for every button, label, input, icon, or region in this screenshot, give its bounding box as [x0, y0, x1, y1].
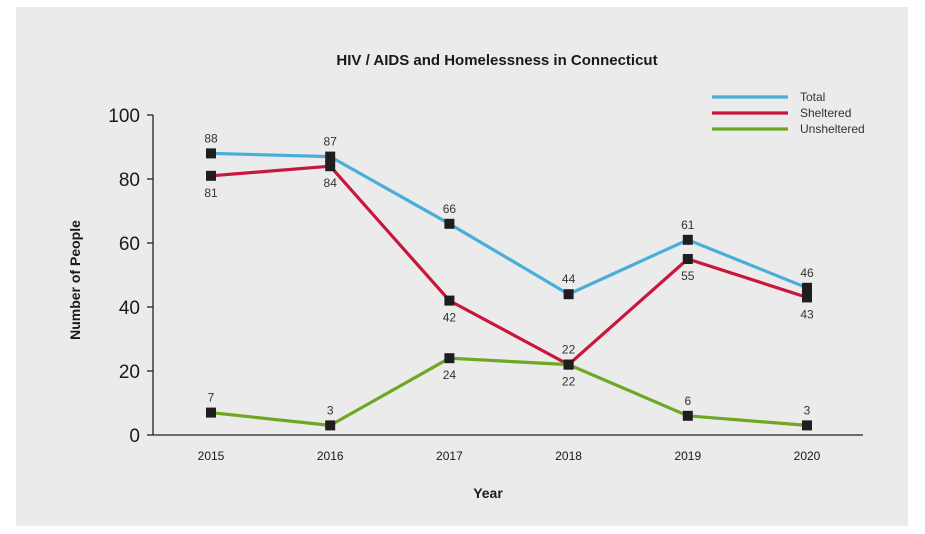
data-label-total: 88 [204, 131, 218, 145]
marker-sheltered [206, 170, 216, 181]
marker-unsheltered [802, 420, 812, 431]
x-tick-label: 2020 [794, 449, 821, 463]
data-markers [206, 148, 812, 431]
chart-title: HIV / AIDS and Homelessness in Connectic… [336, 52, 657, 69]
x-axis-title: Year [473, 485, 503, 501]
marker-total [682, 234, 693, 245]
x-tick-label: 2018 [555, 449, 582, 463]
data-label-total: 87 [324, 135, 338, 149]
data-label-total: 66 [443, 202, 457, 216]
data-label-unsheltered: 7 [208, 391, 215, 405]
data-label-unsheltered: 22 [562, 375, 576, 389]
marker-unsheltered [563, 359, 574, 370]
marker-total [206, 148, 216, 159]
y-axis-title: Number of People [67, 220, 83, 340]
data-labels: 88 87 66 44 61 46 81 84 42 22 55 43 7 3 24 22 6 3 [204, 131, 814, 417]
legend-label-total: Total [800, 90, 825, 104]
marker-sheltered [802, 292, 812, 303]
data-label-sheltered: 22 [562, 343, 576, 357]
x-ticks: 2015 2016 2017 2018 2019 2020 [198, 449, 821, 463]
marker-total [444, 218, 455, 229]
legend-label-unsheltered: Unsheltered [800, 122, 865, 136]
y-tick-label: 0 [129, 426, 140, 447]
y-tick-label: 80 [119, 170, 140, 191]
legend-label-sheltered: Sheltered [800, 106, 851, 120]
data-label-sheltered: 84 [324, 176, 338, 190]
data-label-sheltered: 55 [681, 269, 695, 283]
marker-unsheltered [325, 420, 336, 431]
marker-unsheltered [444, 353, 455, 364]
data-label-total: 61 [681, 218, 695, 232]
data-label-sheltered: 42 [443, 311, 457, 325]
marker-total [563, 289, 574, 300]
data-label-unsheltered: 6 [684, 394, 691, 408]
marker-unsheltered [682, 410, 693, 421]
marker-total [802, 282, 812, 293]
data-label-total: 46 [800, 266, 814, 280]
series-line-unsheltered [210, 356, 808, 427]
data-label-sheltered: 43 [800, 307, 814, 321]
series-lines [210, 151, 808, 427]
x-tick-label: 2016 [317, 449, 344, 463]
x-tick-label: 2019 [674, 449, 701, 463]
data-label-unsheltered: 3 [327, 403, 334, 417]
data-label-total: 44 [562, 272, 576, 286]
y-tick-label: 100 [108, 106, 140, 127]
data-label-sheltered: 81 [204, 186, 218, 200]
legend: Total Sheltered Unsheltered [712, 90, 865, 136]
series-line-total [210, 151, 808, 296]
marker-sheltered [325, 161, 336, 172]
y-ticks: 0 20 40 60 80 100 [108, 106, 153, 447]
y-tick-label: 40 [119, 298, 140, 319]
data-label-unsheltered: 3 [804, 403, 811, 417]
marker-total [325, 151, 336, 162]
chart-panel [16, 7, 908, 526]
x-tick-label: 2017 [436, 449, 463, 463]
marker-unsheltered [206, 407, 216, 418]
series-line-sheltered [210, 164, 808, 367]
y-tick-label: 60 [119, 234, 140, 255]
y-tick-label: 20 [119, 362, 140, 383]
marker-sheltered [444, 295, 455, 306]
x-tick-label: 2015 [198, 449, 225, 463]
data-label-unsheltered: 24 [443, 368, 457, 382]
marker-sheltered [682, 254, 693, 264]
